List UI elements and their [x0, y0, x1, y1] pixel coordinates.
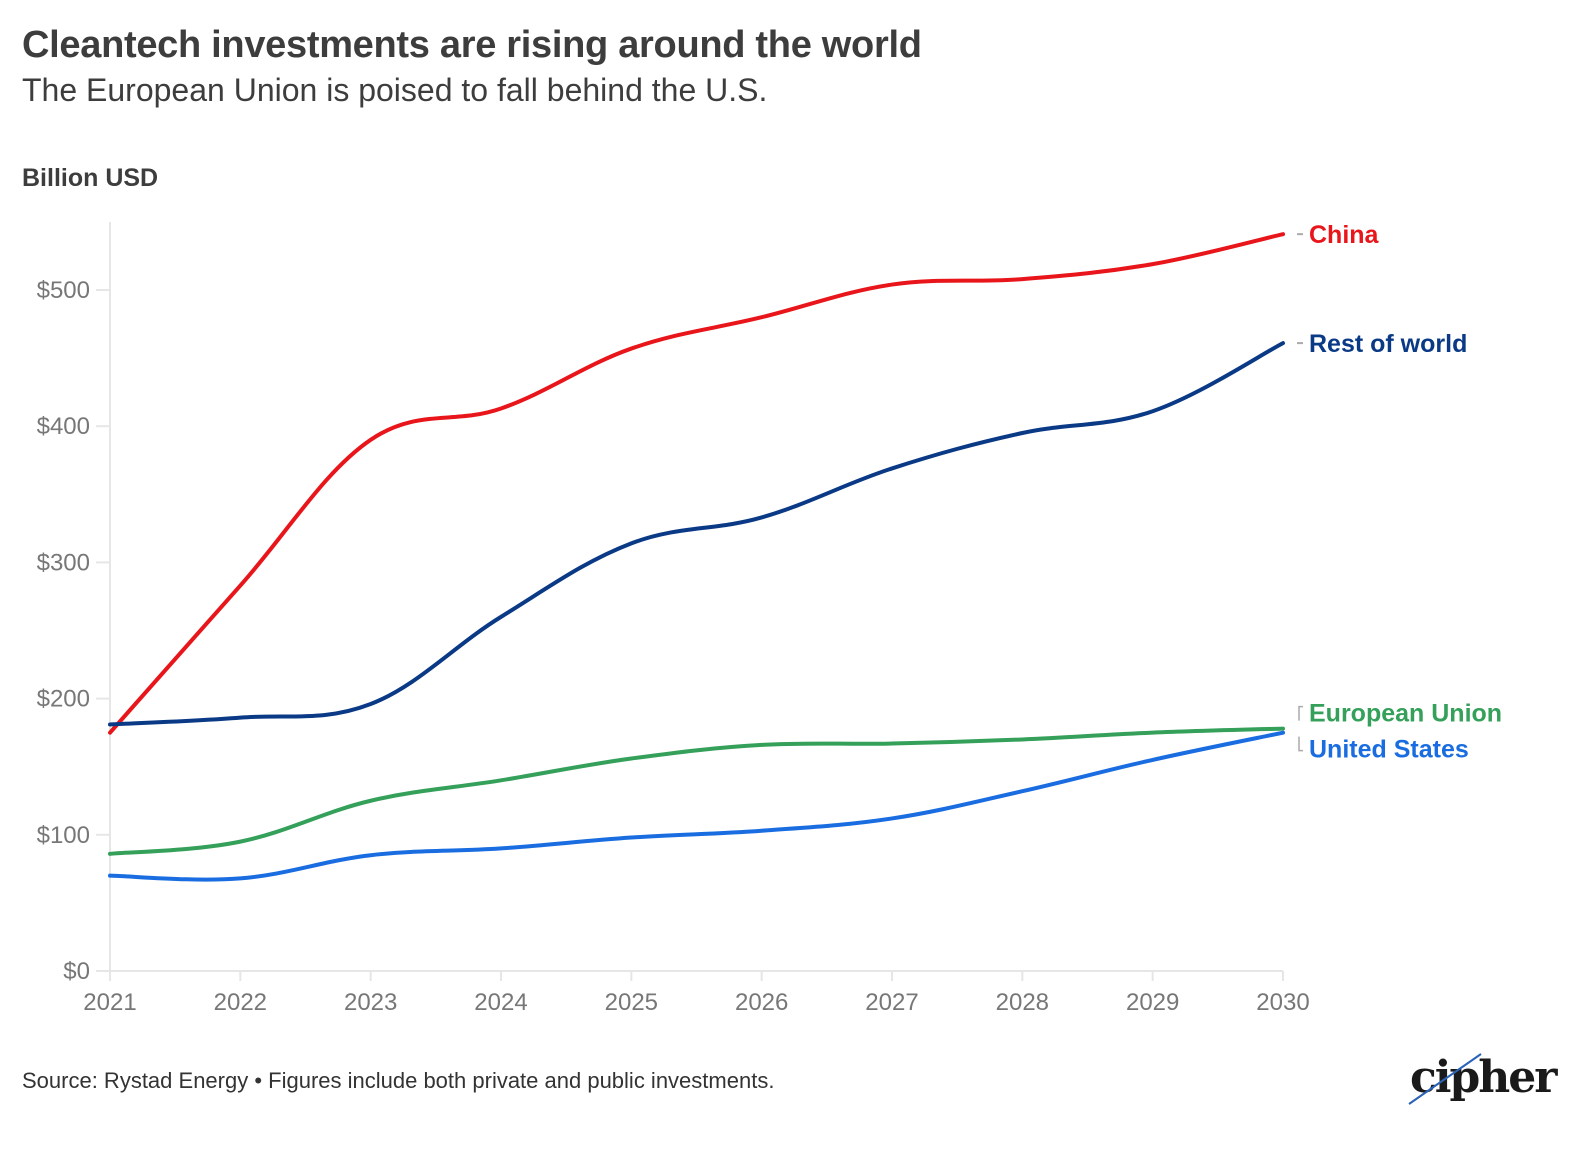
label-bracket-us: [1298, 736, 1303, 752]
y-tick-label: $400: [37, 413, 90, 440]
series-line-european-union: [108, 726, 1285, 856]
x-tick-label: 2028: [996, 989, 1049, 1016]
series-line-rest-of-world: [108, 341, 1285, 727]
series-label-rest-of-world: Rest of world: [1309, 330, 1467, 358]
label-bracket-eu: [1298, 705, 1303, 721]
series-labels: China Rest of world European Union United S…: [1297, 221, 1502, 764]
series-label-european-union: European Union: [1309, 700, 1502, 728]
cipher-logo: cipher: [1405, 1052, 1557, 1112]
y-tick-label: $200: [37, 686, 90, 713]
x-tick-label: 2025: [605, 989, 658, 1016]
y-tick-label: $100: [37, 822, 90, 849]
x-tick-label: 2022: [214, 989, 267, 1016]
x-tick-label: 2021: [83, 989, 136, 1016]
axes: $0 $100 $200 $300 $400 $500 2021 2022 2023 2024 20…: [37, 222, 1310, 1016]
x-tick-label: 2026: [735, 989, 788, 1016]
y-tick-label: $300: [37, 549, 90, 576]
x-tick-label: 2027: [865, 989, 918, 1016]
series-label-china: China: [1309, 221, 1380, 249]
y-axis-unit-label: Billion USD: [22, 164, 159, 192]
series-lines: [108, 232, 1285, 882]
chart-subtitle: The European Union is poised to fall beh…: [22, 72, 768, 108]
series-label-united-states: United States: [1309, 736, 1469, 764]
x-tick-label: 2023: [344, 989, 397, 1016]
logo-slash-icon: [1408, 1053, 1482, 1105]
y-tick-label: $0: [63, 958, 90, 985]
chart-title: Cleantech investments are rising around …: [22, 24, 922, 66]
x-tick-label: 2024: [474, 989, 527, 1016]
y-tick-label: $500: [37, 277, 90, 304]
series-line-united-states: [108, 730, 1285, 882]
x-tick-label: 2029: [1126, 989, 1179, 1016]
logo-wordmark: cipher: [1410, 1052, 1557, 1103]
x-tick-label: 2030: [1256, 989, 1309, 1016]
source-note: Source: Rystad Energy • Figures include …: [22, 1068, 775, 1093]
series-line-china: [108, 232, 1285, 735]
